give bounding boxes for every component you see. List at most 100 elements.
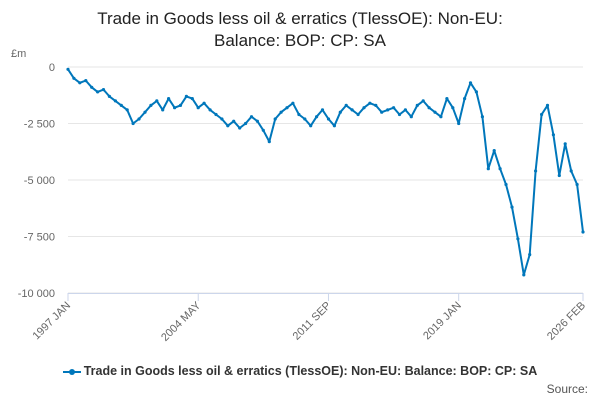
data-point: [350, 108, 354, 112]
data-point: [220, 117, 224, 121]
data-point: [137, 117, 141, 121]
series-line: [67, 68, 584, 276]
data-point: [575, 182, 579, 187]
data-point: [581, 230, 585, 234]
data-point: [261, 128, 265, 132]
legend[interactable]: Trade in Goods less oil & erratics (Tles…: [0, 364, 600, 378]
data-point: [368, 101, 372, 105]
data-point: [155, 99, 159, 103]
data-point: [374, 103, 378, 107]
data-point: [463, 97, 467, 101]
x-tick-label: 1997 JAN: [30, 300, 73, 343]
data-point: [474, 90, 478, 94]
data-point: [356, 112, 360, 117]
data-point: [119, 103, 123, 107]
data-point: [291, 101, 295, 105]
data-point: [403, 108, 407, 112]
data-point: [113, 99, 117, 103]
data-point: [297, 112, 301, 117]
data-point: [173, 106, 177, 110]
legend-swatch: [62, 367, 81, 377]
data-point: [107, 94, 111, 98]
data-point: [249, 115, 254, 119]
y-tick-label: -7 500: [24, 232, 55, 244]
data-point: [226, 124, 230, 128]
data-point: [90, 85, 94, 89]
chart-title-line-2: Balance: BOP: CP: SA: [214, 31, 386, 50]
data-point: [72, 76, 76, 80]
data-point: [433, 110, 437, 114]
data-point: [202, 101, 206, 105]
data-point: [84, 79, 88, 83]
data-point: [161, 108, 165, 112]
data-point: [362, 106, 366, 110]
data-point: [415, 103, 419, 107]
data-point: [528, 253, 532, 257]
x-tick-label: 2026 FEB: [545, 300, 588, 343]
x-tick-label: 2019 JAN: [421, 300, 464, 343]
chart-title-line-1: Trade in Goods less oil & erratics (Tles…: [97, 9, 503, 28]
y-axis-label: £m: [11, 48, 26, 60]
source-label: Source:: [546, 382, 588, 396]
data-point: [125, 108, 129, 112]
data-point: [338, 110, 342, 114]
data-point: [457, 121, 461, 126]
data-point: [101, 88, 106, 92]
data-point: [255, 119, 259, 123]
data-point: [380, 110, 384, 114]
data-point: [557, 173, 561, 178]
data-point: [309, 124, 313, 128]
data-point: [534, 169, 538, 173]
data-point: [392, 106, 396, 110]
data-point: [439, 115, 443, 119]
data-point: [551, 133, 556, 137]
data-point: [273, 117, 277, 121]
data-point: [504, 182, 508, 187]
data-point: [208, 108, 212, 112]
data-point: [190, 97, 194, 101]
data-point: [78, 81, 82, 85]
data-point: [143, 110, 147, 114]
data-point: [267, 140, 271, 144]
data-point: [386, 108, 390, 112]
data-point: [468, 81, 473, 85]
data-point: [397, 112, 402, 117]
data-point: [214, 112, 218, 117]
y-tick-label: -5 000: [24, 175, 55, 187]
y-tick-label: 0: [49, 62, 55, 74]
data-point: [184, 94, 188, 98]
x-tick-label: 2004 MAY: [159, 299, 204, 344]
data-point: [540, 112, 544, 117]
data-point: [320, 108, 325, 112]
data-point: [178, 103, 183, 107]
data-point: [451, 106, 455, 110]
data-point: [326, 117, 331, 121]
data-point: [96, 90, 100, 94]
data-point: [238, 126, 242, 130]
data-point: [421, 99, 425, 103]
y-tick-label: -10 000: [18, 288, 55, 300]
x-tick-label: 2011 SEP: [291, 300, 334, 343]
chart-title: Trade in Goods less oil & erratics (Tles…: [0, 8, 600, 52]
data-point: [409, 115, 413, 119]
data-point: [522, 273, 526, 277]
data-point: [445, 97, 449, 101]
data-point: [516, 237, 520, 241]
data-point: [492, 149, 496, 153]
data-point: [279, 110, 283, 114]
data-point: [563, 142, 567, 146]
data-point: [315, 115, 319, 119]
data-point: [344, 103, 348, 107]
data-point: [498, 167, 502, 171]
data-point: [131, 121, 135, 126]
data-point: [427, 106, 431, 110]
data-point: [486, 167, 490, 171]
data-point: [232, 119, 236, 123]
y-tick-label: -2 500: [24, 119, 55, 131]
data-point: [244, 121, 248, 126]
data-point: [480, 115, 484, 119]
data-point: [167, 97, 171, 101]
data-point: [332, 124, 336, 128]
legend-label: Trade in Goods less oil & erratics (Tles…: [83, 364, 538, 378]
